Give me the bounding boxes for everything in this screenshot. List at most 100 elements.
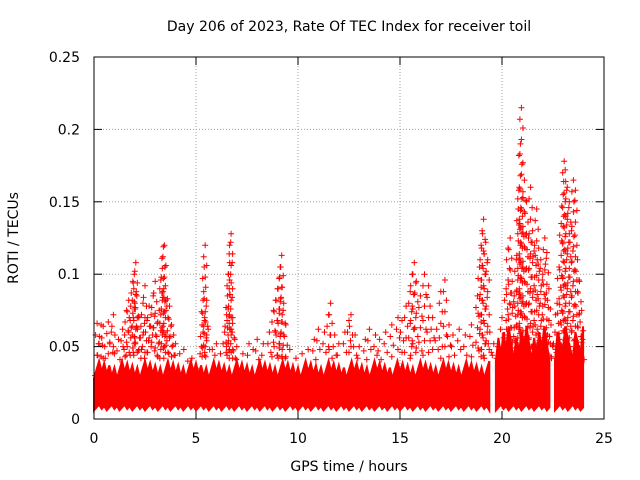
x-tick-label: 5	[192, 431, 201, 447]
roti-point	[556, 232, 563, 239]
roti-point	[501, 297, 508, 304]
roti-point	[490, 340, 497, 347]
roti-point	[279, 346, 286, 353]
roti-point	[517, 140, 524, 147]
roti-point	[570, 233, 577, 240]
roti-point	[539, 271, 546, 278]
roti-point	[407, 317, 414, 324]
chart-title: Day 206 of 2023, Rate Of TEC Index for r…	[167, 19, 531, 35]
roti-point	[527, 324, 533, 331]
roti-point	[573, 337, 579, 344]
roti-point	[154, 352, 161, 359]
roti-point	[142, 329, 149, 336]
roti-point	[563, 291, 570, 298]
roti-point	[277, 264, 284, 270]
roti-point	[454, 337, 461, 344]
roti-point	[435, 346, 442, 353]
roti-point	[533, 237, 540, 244]
roti-point	[531, 248, 538, 254]
roti-point	[350, 343, 357, 350]
roti-point	[541, 301, 548, 308]
roti-point	[486, 277, 493, 283]
roti-point	[324, 323, 331, 330]
roti-point	[166, 303, 173, 310]
roti-point	[205, 326, 212, 333]
roti-point	[536, 268, 543, 275]
roti-point	[164, 295, 171, 302]
roti-point	[284, 342, 291, 349]
roti-point	[346, 317, 352, 324]
roti-point	[440, 323, 447, 330]
roti-point	[421, 271, 428, 278]
roti-point	[519, 188, 526, 195]
roti-point	[519, 264, 526, 270]
roti-point	[559, 343, 566, 350]
roti-point	[417, 292, 424, 299]
roti-point	[197, 333, 204, 340]
roti-point	[527, 355, 534, 362]
roti-point	[482, 239, 489, 246]
roti-point	[556, 330, 563, 337]
roti-point	[161, 274, 168, 281]
roti-point	[519, 333, 526, 340]
roti-point	[570, 278, 577, 285]
roti-point	[163, 337, 170, 344]
roti-point	[159, 288, 166, 295]
roti-point	[460, 343, 467, 350]
roti-point	[577, 319, 584, 325]
roti-point	[227, 239, 234, 246]
roti-point	[118, 337, 125, 344]
roti-point	[404, 323, 411, 330]
roti-point	[228, 326, 235, 333]
roti-point	[563, 326, 570, 333]
roti-point	[405, 334, 412, 341]
roti-point	[560, 352, 567, 359]
x-tick-label: 20	[493, 431, 511, 447]
roti-point	[128, 290, 135, 296]
roti-point	[566, 300, 573, 307]
roti-point	[529, 227, 536, 234]
roti-point	[537, 300, 544, 307]
roti-point	[539, 277, 546, 283]
roti-point	[229, 285, 236, 292]
roti-point	[525, 301, 532, 308]
roti-point	[158, 290, 165, 296]
roti-point	[246, 340, 252, 347]
roti-point	[558, 342, 565, 349]
roti-point	[531, 242, 538, 249]
roti-point	[574, 256, 581, 263]
roti-point	[168, 321, 175, 328]
roti-point	[376, 336, 383, 343]
roti-point	[226, 242, 233, 249]
roti-point	[480, 248, 487, 254]
roti-point	[94, 320, 101, 327]
roti-point	[541, 235, 548, 241]
roti-point	[125, 327, 132, 334]
roti-point	[505, 346, 512, 353]
density-band	[93, 357, 491, 414]
roti-point	[571, 197, 578, 204]
roti-point	[559, 308, 566, 315]
roti-point	[519, 159, 526, 166]
roti-point	[146, 323, 153, 330]
x-tick-label: 25	[595, 431, 613, 447]
roti-point	[554, 275, 561, 282]
roti-point	[110, 343, 117, 350]
density-band	[494, 326, 551, 413]
roti-point	[539, 346, 546, 353]
roti-point	[451, 352, 458, 359]
roti-point	[562, 303, 569, 310]
roti-point	[138, 346, 145, 353]
roti-point	[499, 314, 505, 321]
roti-point	[353, 352, 360, 359]
roti-point	[519, 213, 526, 220]
roti-point	[135, 314, 142, 321]
roti-point	[443, 297, 450, 304]
roti-point	[252, 347, 259, 354]
roti-point	[563, 187, 570, 194]
roti-point	[282, 353, 289, 360]
roti-point	[558, 321, 565, 328]
roti-point	[226, 311, 233, 318]
roti-point	[273, 297, 280, 304]
roti-point	[158, 340, 165, 347]
